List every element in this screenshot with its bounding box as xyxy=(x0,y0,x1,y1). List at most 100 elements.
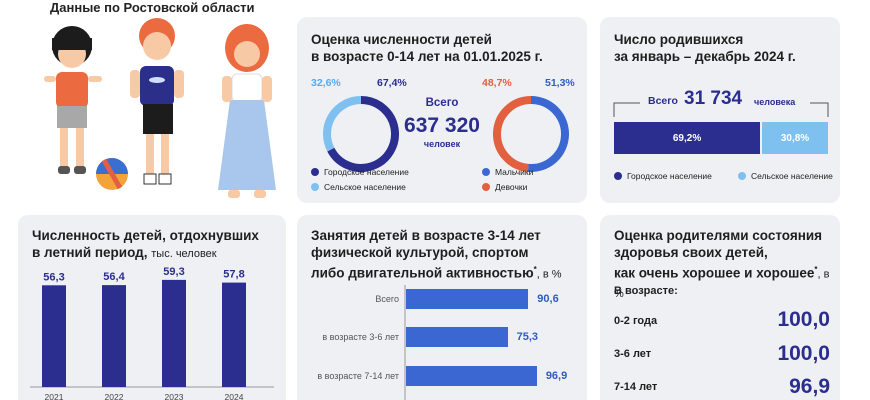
health-title: Оценка родителями состояния здоровья сво… xyxy=(614,227,840,303)
boys-pct-label: 51,3% xyxy=(545,77,575,89)
births-rural-dot-icon xyxy=(738,172,746,180)
health-row-value: 96,9 xyxy=(789,375,830,398)
population-title-line1: Оценка численности детей xyxy=(311,32,492,47)
rest-year-tick: 2024 xyxy=(225,392,244,400)
rest-title-line2: в летний период, xyxy=(32,245,148,260)
legend-girls-text: Девочки xyxy=(495,182,528,192)
legend-boys: Мальчики xyxy=(482,167,533,177)
rest-bar xyxy=(222,282,246,387)
sport-title-mark: * xyxy=(533,265,537,274)
settlement-donut xyxy=(323,96,399,172)
births-rural-bar: 30,8% xyxy=(762,122,828,154)
births-total-label: Всего xyxy=(648,95,678,107)
births-title: Число родившихся за январь – декабрь 202… xyxy=(614,31,796,65)
summer-rest-chart: 56,3 2021 56,4 2022 59,3 2023 57,8 2024 xyxy=(30,266,274,400)
ball-icon xyxy=(96,158,128,190)
health-age-header: В возрасте: xyxy=(614,285,678,297)
rest-bar-label: 56,3 xyxy=(43,271,64,283)
sport-title-line3: либо двигательной активностью xyxy=(311,265,534,281)
population-card: Оценка численности детей в возрасте 0-14… xyxy=(297,17,587,203)
sex-donut xyxy=(493,96,569,172)
sport-title-line2: физической культурой, спортом xyxy=(311,245,529,260)
children-illustration xyxy=(44,18,276,198)
sport-category-label: в возрасте 3-6 лет xyxy=(322,332,399,342)
rest-bar-label: 59,3 xyxy=(163,266,184,278)
sport-category-label: в возрасте 7-14 лет xyxy=(317,371,399,381)
rest-unit: тыс. человек xyxy=(151,248,217,260)
population-total-label: Всего xyxy=(425,97,459,109)
sport-title-line1: Занятия детей в возрасте 3-14 лет xyxy=(311,228,541,243)
health-title-line3: как очень хорошее и хорошее xyxy=(614,265,815,281)
births-urban-label: 69,2% xyxy=(672,132,702,144)
urban-pct-label: 67,4% xyxy=(377,77,407,89)
sport-bar xyxy=(406,327,508,347)
rest-bar xyxy=(42,285,66,387)
births-total-value: 31 734 xyxy=(684,88,743,109)
legend-rural-text: Сельское население xyxy=(324,182,406,192)
rest-bar xyxy=(162,279,186,387)
boys-slice xyxy=(527,96,569,172)
rural-dot-icon xyxy=(311,183,319,191)
births-card: Число родившихся за январь – декабрь 202… xyxy=(600,17,840,203)
births-rural-label: 30,8% xyxy=(780,132,810,144)
rural-pct-label: 32,6% xyxy=(311,77,341,89)
births-urban-dot-icon xyxy=(614,172,622,180)
health-row-label: 3-6 лет xyxy=(614,348,652,360)
legend-girls: Девочки xyxy=(482,182,527,192)
population-total-unit: человек xyxy=(423,139,461,149)
births-title-line2: за январь – декабрь 2024 г. xyxy=(614,49,796,64)
boy-figure xyxy=(130,18,184,185)
sport-bar xyxy=(406,289,529,309)
girl-figure-left xyxy=(44,26,102,174)
legend-rural: Сельское население xyxy=(311,182,406,192)
sport-category-label: Всего xyxy=(375,294,399,304)
page-subtitle: Данные по Ростовской области xyxy=(50,0,255,15)
girls-dot-icon xyxy=(482,183,490,191)
births-total-unit: человека xyxy=(754,97,796,107)
rest-year-tick: 2023 xyxy=(165,392,184,400)
rest-bar xyxy=(102,285,126,387)
rural-slice xyxy=(323,96,362,152)
urban-dot-icon xyxy=(311,168,319,176)
births-title-line1: Число родившихся xyxy=(614,32,744,47)
sport-title: Занятия детей в возрасте 3-14 лет физиче… xyxy=(311,227,562,284)
births-legend-rural-text: Сельское население xyxy=(751,171,833,181)
population-title: Оценка численности детей в возрасте 0-14… xyxy=(311,31,543,65)
births-urban-bar: 69,2% xyxy=(614,122,761,154)
girls-slice xyxy=(493,96,532,172)
legend-urban-text: Городское население xyxy=(324,167,409,177)
summer-rest-card: Численность детей, отдохнувших в летний … xyxy=(18,215,286,400)
girls-pct-label: 48,7% xyxy=(482,77,512,89)
sport-card: Занятия детей в возрасте 3-14 лет физиче… xyxy=(297,215,587,400)
sport-unit: , в % xyxy=(536,268,562,281)
rest-title-line1: Численность детей, отдохнувших xyxy=(32,228,259,243)
population-total-value: 637 320 xyxy=(404,114,480,137)
health-title-mark: * xyxy=(814,265,818,274)
rest-year-tick: 2021 xyxy=(45,392,64,400)
population-title-line2: в возрасте 0-14 лет на 01.01.2025 г. xyxy=(311,49,543,64)
legend-boys-text: Мальчики xyxy=(495,167,534,177)
rest-year-tick: 2022 xyxy=(105,392,124,400)
births-legend-rural: Сельское население xyxy=(738,171,833,181)
health-row-label: 0-2 года xyxy=(614,315,658,327)
health-card: Оценка родителями состояния здоровья сво… xyxy=(600,215,840,400)
rest-title: Численность детей, отдохнувших в летний … xyxy=(32,227,259,263)
rest-bar-label: 57,8 xyxy=(223,269,244,281)
legend-urban: Городское население xyxy=(311,167,409,177)
health-unit: , в % xyxy=(614,268,830,300)
sport-bar-label: 90,6 xyxy=(537,293,559,305)
health-row-value: 100,0 xyxy=(777,342,830,365)
births-total-bg xyxy=(640,88,810,110)
births-legend-urban: Городское население xyxy=(614,171,712,181)
sport-bar-label: 75,3 xyxy=(516,331,539,343)
boys-dot-icon xyxy=(482,168,490,176)
births-legend-urban-text: Городское население xyxy=(627,171,712,181)
health-title-line2: здоровья своих детей, xyxy=(614,245,768,260)
health-row-label: 7-14 лет xyxy=(614,381,658,393)
sport-axis-line xyxy=(404,285,406,400)
health-title-line1: Оценка родителями состояния xyxy=(614,228,823,243)
population-donuts xyxy=(323,96,569,172)
rest-bar-label: 56,4 xyxy=(103,271,125,283)
urban-slice xyxy=(327,96,399,172)
sport-bar-label: 96,9 xyxy=(545,370,568,382)
